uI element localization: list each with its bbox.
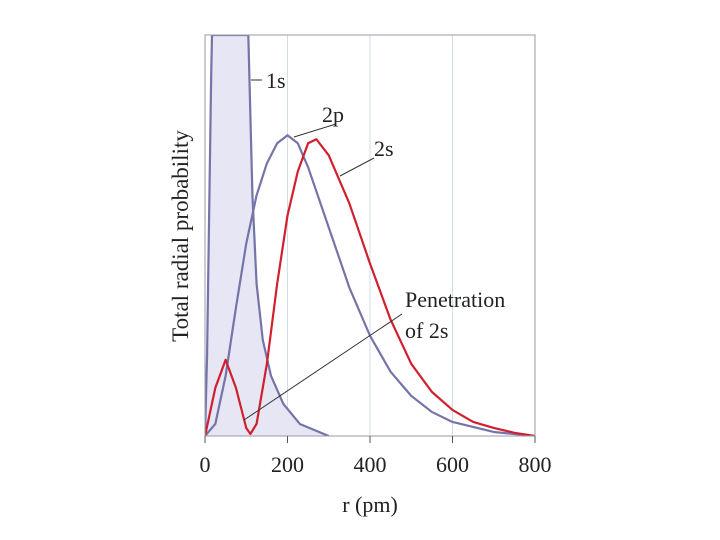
- series-label: 2p: [322, 102, 344, 127]
- x-tick-label: 400: [354, 452, 387, 477]
- annotation: of 2s: [405, 318, 448, 343]
- x-tick-label: 200: [271, 452, 304, 477]
- x-tick-label: 600: [436, 452, 469, 477]
- series-label: 2s: [374, 136, 394, 161]
- leader-line: [243, 313, 403, 421]
- axis: 0 200 400 600 800: [200, 436, 552, 477]
- area-fill: [205, 35, 329, 436]
- leader-line: [293, 123, 337, 138]
- x-axis-label: r (pm): [342, 492, 398, 517]
- series-line: [205, 35, 330, 436]
- series-label: 1s: [266, 68, 286, 93]
- series-line: [205, 138, 535, 436]
- x-tick-label: 0: [200, 452, 211, 477]
- series-layer: [205, 35, 535, 436]
- x-tick-label: 800: [519, 452, 552, 477]
- annotation: Penetration: [405, 287, 505, 312]
- leader-line: [339, 157, 375, 177]
- y-axis-label: Total radial probability: [168, 130, 193, 342]
